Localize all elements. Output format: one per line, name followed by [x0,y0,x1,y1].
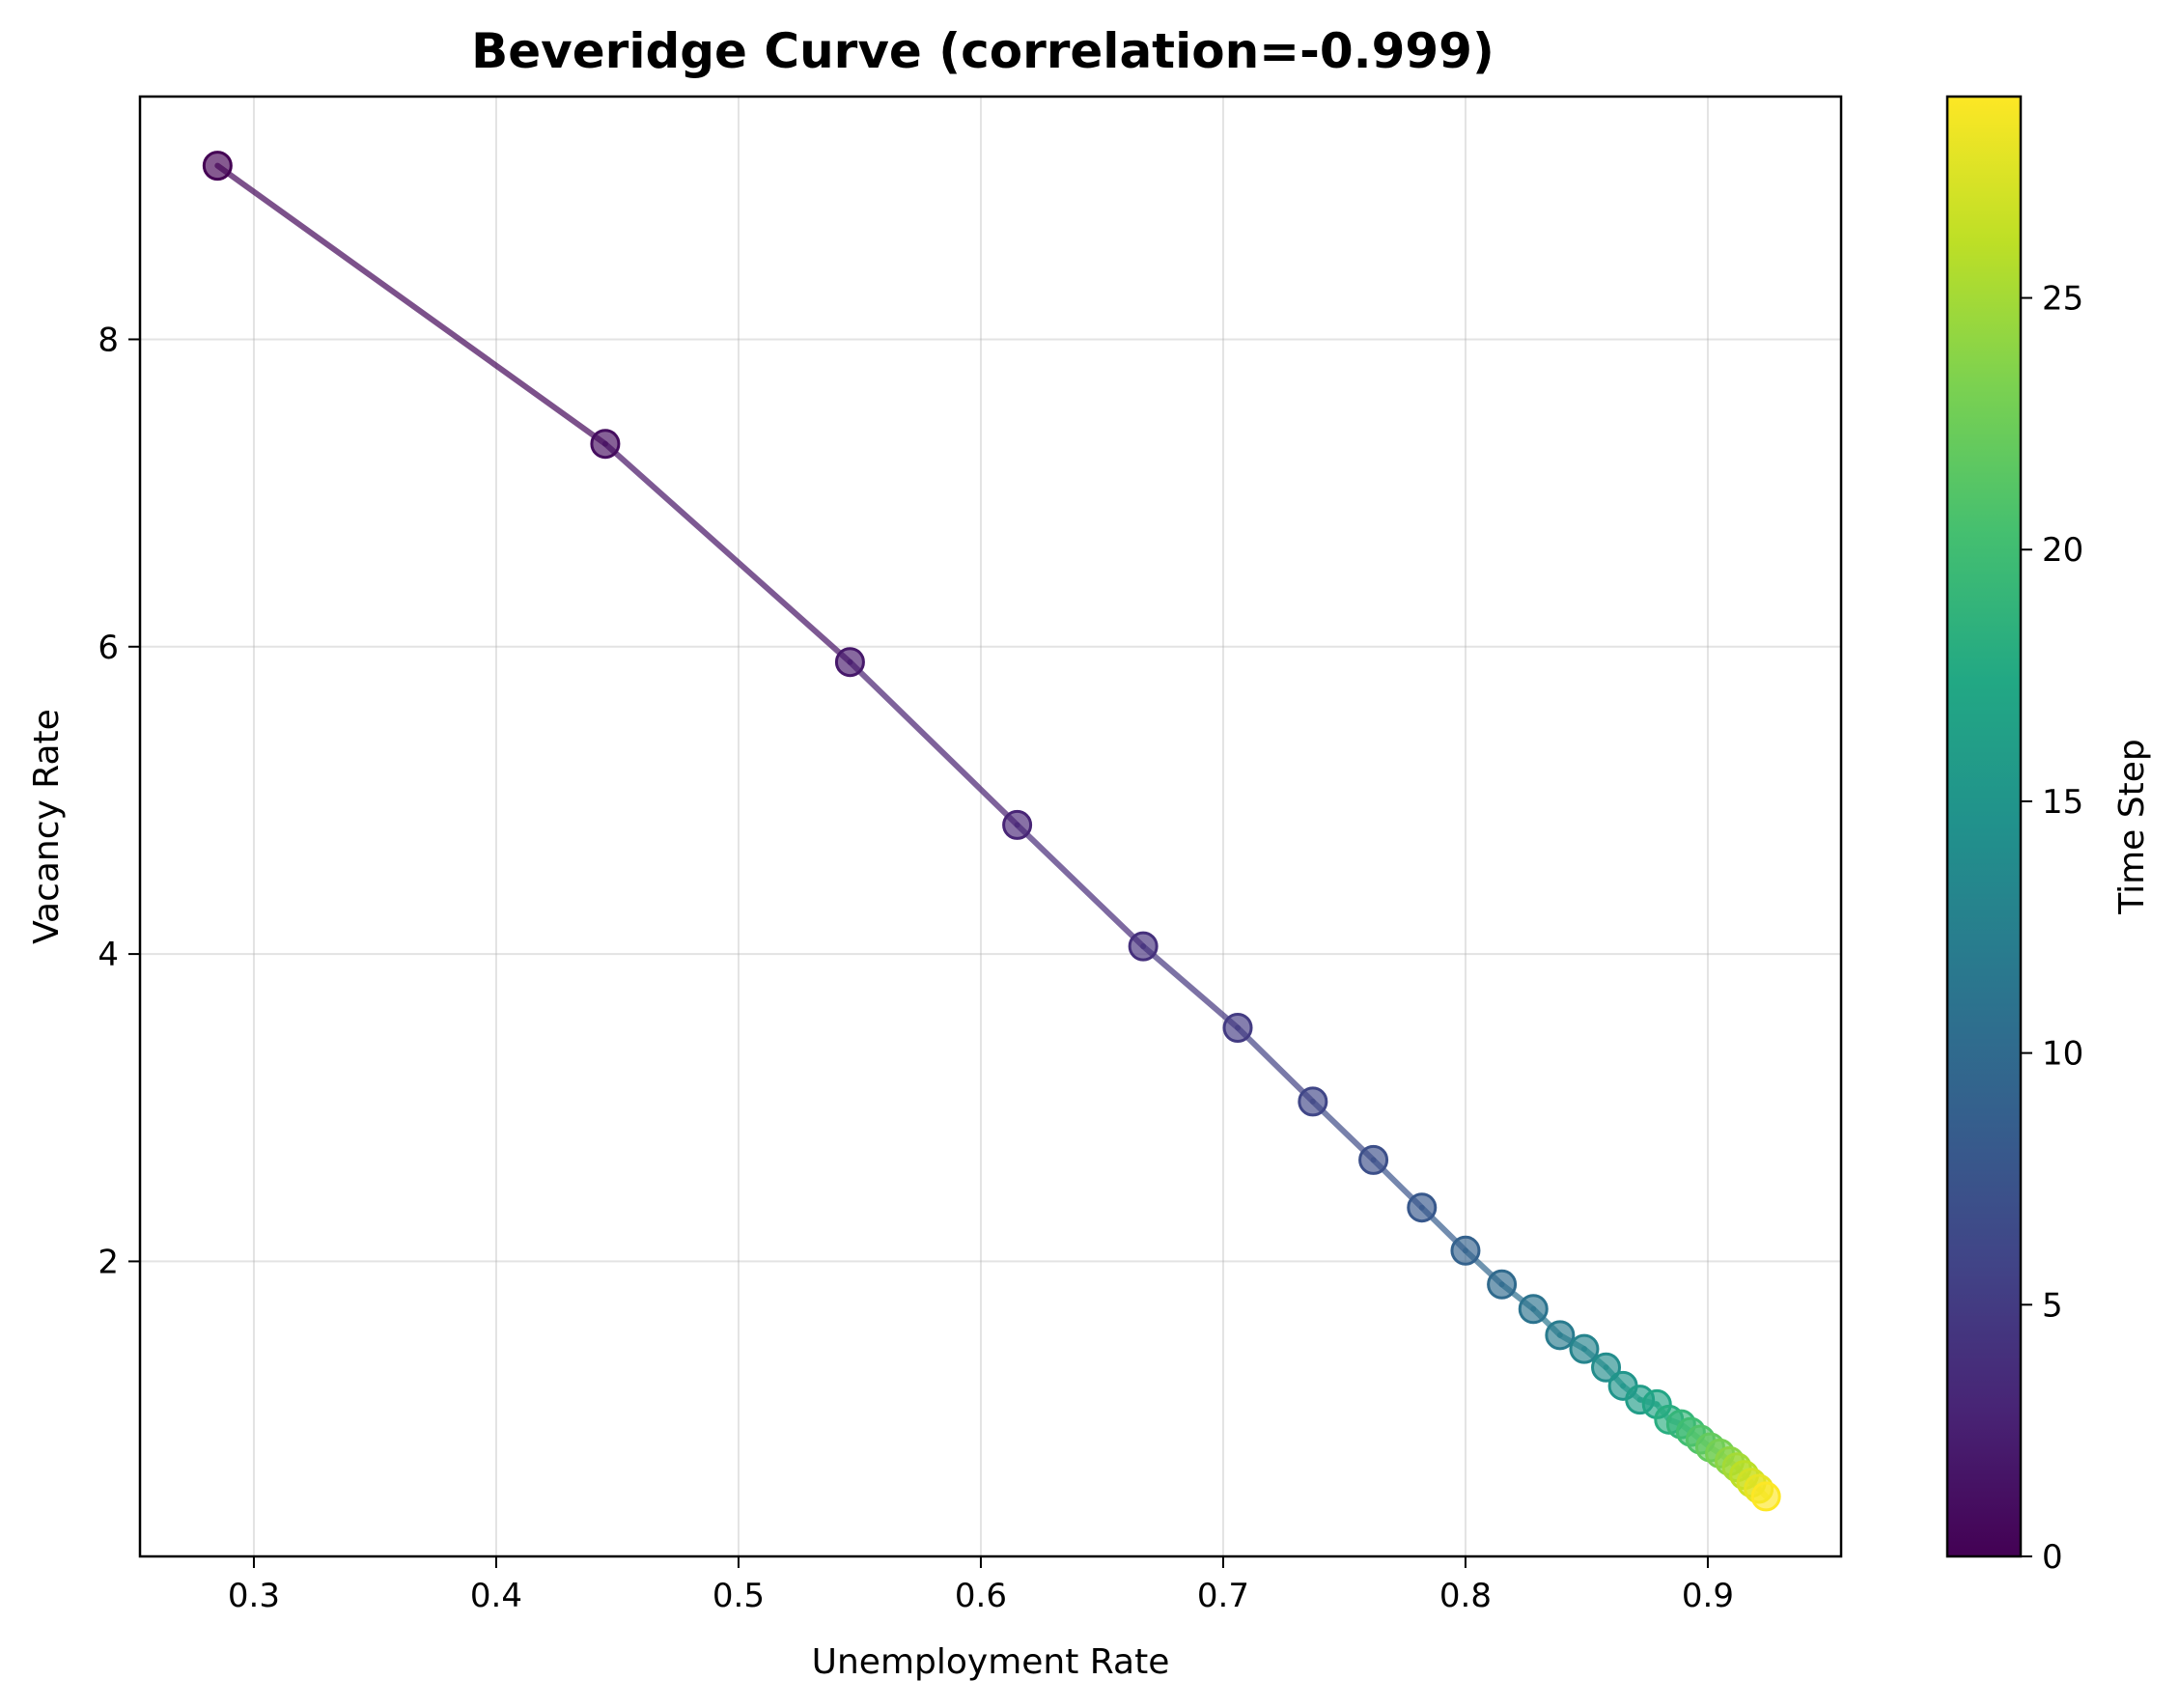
colorbar-tick-label: 15 [2042,783,2083,822]
data-point [1222,1012,1253,1043]
data-point [1450,1235,1481,1266]
data-point [590,429,621,460]
y-tick-label: 8 [98,321,119,359]
colorbar [1945,95,2023,1558]
data-point [1545,1320,1576,1351]
x-tick-label: 0.5 [712,1577,765,1615]
y-axis-ticks: 2 4 6 8 [98,321,140,1281]
colorbar-tick-label: 25 [2042,280,2083,319]
line-segment [1140,943,1242,1031]
data-point [1591,1352,1622,1383]
colorbar-label: Time Step [2112,739,2152,915]
data-point [1487,1269,1518,1300]
x-axis-ticks: 0.3 0.4 0.5 0.6 0.7 0.8 0.9 [228,1556,1734,1615]
y-tick-label: 2 [98,1243,119,1281]
grid-lines [140,97,1841,1556]
x-tick-label: 0.4 [470,1577,522,1615]
data-point [1518,1294,1549,1325]
y-axis-label: Vacancy Rate [27,709,67,944]
line-segment [1014,822,1147,950]
y-tick-label: 4 [98,936,119,974]
data-point [202,151,233,182]
data-point [1569,1333,1600,1364]
line-segment [601,440,853,665]
chart-title: Beveridge Curve (correlation=-0.999) [471,23,1495,79]
data-point [1128,931,1159,962]
x-tick-label: 0.8 [1439,1577,1492,1615]
line-segment [214,162,608,447]
colorbar-ticks: 0 5 10 15 20 25 [2021,280,2083,1577]
line-segment [847,658,1020,828]
data-point [1750,1481,1781,1512]
data-point [1298,1086,1328,1117]
data-points [202,151,1781,1512]
data-point [834,647,865,678]
y-tick-label: 6 [98,629,119,667]
x-tick-label: 0.9 [1682,1577,1734,1615]
colorbar-tick-label: 0 [2042,1538,2063,1577]
plot-frame [138,95,1843,1558]
colorbar-tick-label: 5 [2042,1286,2063,1325]
data-point [1358,1144,1389,1175]
data-point [1407,1192,1438,1223]
colorbar-tick-label: 20 [2042,531,2083,570]
x-tick-label: 0.7 [1197,1577,1249,1615]
x-axis-label: Unemployment Rate [812,1642,1170,1682]
x-tick-label: 0.6 [955,1577,1007,1615]
line-segment [1235,1024,1316,1105]
x-tick-label: 0.3 [228,1577,280,1615]
colorbar-tick-label: 10 [2042,1035,2083,1074]
data-point [1002,809,1033,840]
